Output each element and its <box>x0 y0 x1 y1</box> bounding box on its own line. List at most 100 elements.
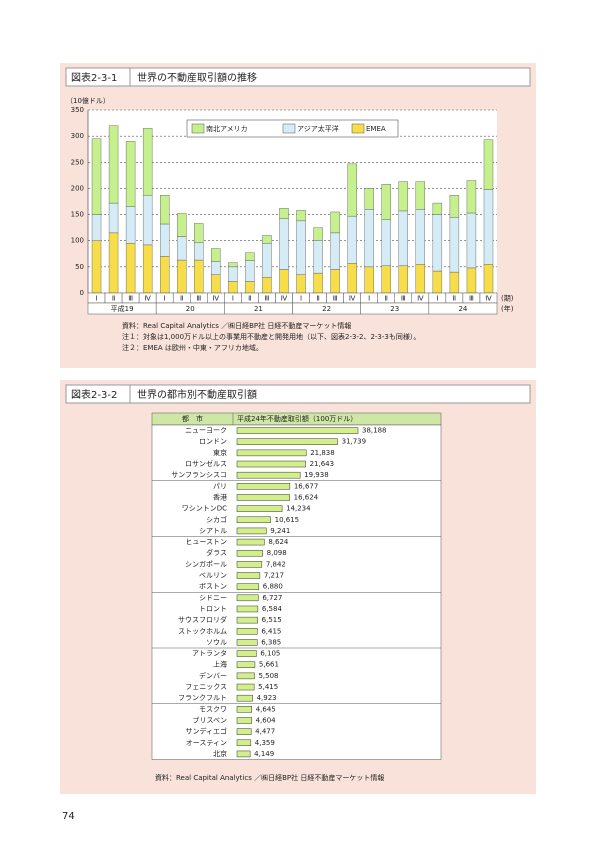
bar-segment <box>398 265 408 294</box>
y-tick-label: 150 <box>71 211 84 219</box>
group-cell <box>428 302 498 315</box>
bar-segment <box>228 281 238 294</box>
value-label: 6,105 <box>260 650 280 658</box>
bar <box>236 516 271 524</box>
bar <box>236 438 338 445</box>
value-label: 4,149 <box>254 750 274 758</box>
category-label: 北京 <box>213 749 227 758</box>
category-label: トロント <box>199 605 227 613</box>
bar-segment <box>449 216 460 273</box>
bar-segment <box>177 236 187 261</box>
bar-segment <box>91 240 102 294</box>
y-tick-label: 300 <box>71 132 84 140</box>
bar <box>236 527 267 535</box>
x-tick-label: Ⅳ <box>417 295 424 303</box>
category-label: ロンドン <box>199 438 227 446</box>
category-label: ニューヨーク <box>185 427 227 435</box>
bar <box>236 650 257 657</box>
bar-segment <box>262 277 272 294</box>
x-tick-label: Ⅳ <box>349 295 356 303</box>
bar <box>236 549 263 557</box>
title-bar <box>65 67 531 87</box>
x-tick-label: Ⅰ <box>232 295 234 303</box>
bar <box>236 583 260 590</box>
bar <box>236 605 259 613</box>
bar-segment <box>279 208 289 219</box>
y-tick-label: 100 <box>71 237 84 245</box>
bar-segment <box>432 270 443 294</box>
bar-segment <box>177 213 187 237</box>
bar-segment <box>296 274 306 294</box>
x-tick-label: Ⅱ <box>112 295 115 303</box>
bar-segment <box>432 202 443 215</box>
bar-segment <box>483 189 494 265</box>
y-tick-label: 200 <box>71 184 84 192</box>
bar-segment <box>364 209 374 268</box>
x-tick-label: Ⅰ <box>300 295 302 303</box>
bar-segment <box>142 128 153 196</box>
bar-segment <box>177 259 187 294</box>
category-label: ベルリン <box>199 572 227 580</box>
x-tick-label: Ⅱ <box>248 295 251 303</box>
category-label: フェニックス <box>185 683 227 691</box>
category-label: ワシントンDC <box>182 505 227 513</box>
bar <box>236 739 252 747</box>
value-label: 4,477 <box>255 728 275 736</box>
category-label: ヒューストン <box>185 538 227 546</box>
bar-segment <box>466 212 477 269</box>
bar-segment <box>398 181 408 212</box>
category-label: シドニー <box>199 594 227 602</box>
value-label: 7,842 <box>266 560 286 568</box>
category-label: フランクフルト <box>178 694 227 702</box>
x-tick-label: Ⅲ <box>128 295 133 303</box>
bar-segment <box>211 274 221 294</box>
category-label: 東京 <box>213 448 227 457</box>
x-tick-label: Ⅲ <box>196 295 201 303</box>
bar <box>236 460 306 468</box>
bar-segment <box>449 195 460 218</box>
category-label: サウスフロリダ <box>178 615 227 624</box>
legend-swatch <box>351 123 365 134</box>
bar-segment <box>262 243 272 278</box>
x-tick-label: Ⅱ <box>316 295 319 303</box>
bar-segment <box>245 252 255 261</box>
value-label: 16,677 <box>294 482 319 490</box>
x-tick-label: Ⅰ <box>95 295 97 303</box>
value-label: 6,727 <box>262 594 282 602</box>
bar <box>236 538 265 546</box>
x-tick-label: Ⅲ <box>401 295 406 303</box>
bar <box>236 639 258 646</box>
category-label: パリ <box>213 482 227 490</box>
bar <box>236 594 259 602</box>
value-label: 6,880 <box>263 583 283 591</box>
category-label: サンディエゴ <box>185 727 227 736</box>
bar-segment <box>381 219 391 267</box>
bar-segment <box>142 244 153 294</box>
title-bar <box>65 384 531 404</box>
bar-segment <box>415 181 426 210</box>
bar-segment <box>466 180 477 214</box>
bar-segment <box>449 271 460 294</box>
group-unit: (年) <box>501 304 514 313</box>
bar-segment <box>466 267 477 294</box>
y-tick-label: 350 <box>71 106 84 114</box>
bar-segment <box>415 264 426 294</box>
bar <box>236 717 252 724</box>
bar-segment <box>159 223 170 257</box>
legend-label: アジア太平洋 <box>297 124 339 133</box>
x-tick-label: Ⅰ <box>368 295 370 303</box>
note: 注２：EMEA は欧州・中東・アフリカ地域。 <box>122 343 263 352</box>
value-label: 4,359 <box>255 739 275 747</box>
bar <box>236 628 258 635</box>
bar-segment <box>381 184 391 220</box>
value-label: 5,661 <box>259 661 279 669</box>
bar <box>236 494 290 501</box>
y-tick-label: 250 <box>71 158 84 166</box>
bar-segment <box>262 235 272 244</box>
x-tick-label: Ⅲ <box>333 295 338 303</box>
note: 資料：Real Capital Analytics ／㈱日経BP社 日経不動産マ… <box>122 321 351 330</box>
bar-segment <box>347 163 357 217</box>
value-label: 5,508 <box>258 672 278 680</box>
bar-segment <box>194 223 204 244</box>
